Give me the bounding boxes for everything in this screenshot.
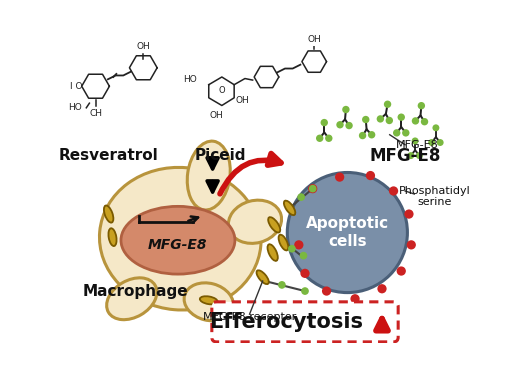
Circle shape [359, 132, 366, 139]
Circle shape [278, 281, 286, 289]
Circle shape [342, 106, 349, 113]
Text: I O: I O [70, 82, 83, 91]
Text: MFG-E8 receptor: MFG-E8 receptor [203, 312, 296, 322]
Circle shape [316, 135, 323, 142]
Circle shape [418, 102, 425, 109]
Circle shape [412, 117, 419, 125]
Circle shape [288, 245, 296, 253]
Text: OH: OH [236, 96, 250, 105]
Text: OH: OH [136, 42, 150, 51]
Ellipse shape [284, 201, 295, 215]
Ellipse shape [200, 296, 218, 305]
Circle shape [322, 286, 331, 296]
Circle shape [320, 119, 328, 126]
Ellipse shape [256, 270, 269, 284]
Text: Apoptotic
cells: Apoptotic cells [306, 216, 389, 249]
Text: Piceid: Piceid [194, 148, 246, 163]
Circle shape [389, 186, 398, 196]
Text: HO: HO [68, 103, 82, 112]
Circle shape [297, 193, 305, 201]
Circle shape [407, 240, 416, 249]
Circle shape [398, 114, 405, 121]
Ellipse shape [99, 167, 261, 310]
Circle shape [300, 252, 307, 259]
Circle shape [368, 131, 375, 139]
Text: Efferocytosis: Efferocytosis [209, 312, 363, 332]
Circle shape [407, 152, 414, 159]
Circle shape [405, 209, 413, 219]
Ellipse shape [184, 283, 233, 321]
Circle shape [301, 287, 309, 295]
Circle shape [421, 118, 428, 126]
Ellipse shape [267, 244, 278, 261]
Circle shape [336, 121, 344, 129]
Circle shape [325, 135, 332, 142]
Circle shape [366, 171, 375, 180]
Circle shape [393, 129, 400, 137]
Circle shape [402, 129, 409, 137]
Circle shape [350, 294, 360, 303]
Text: Phosphatidyl
serine: Phosphatidyl serine [398, 186, 470, 207]
Text: OH: OH [307, 35, 321, 44]
Text: MFG-E8: MFG-E8 [369, 147, 441, 164]
Text: O: O [218, 85, 225, 95]
FancyBboxPatch shape [212, 302, 398, 342]
Circle shape [384, 100, 391, 108]
Circle shape [335, 172, 344, 182]
Text: OH: OH [210, 111, 223, 120]
Ellipse shape [121, 206, 235, 274]
Text: Resveratrol: Resveratrol [59, 148, 159, 163]
Circle shape [378, 284, 387, 293]
Circle shape [301, 269, 309, 278]
Text: MFG-E8: MFG-E8 [396, 140, 438, 150]
Circle shape [376, 115, 384, 122]
Circle shape [309, 185, 317, 192]
Circle shape [433, 124, 439, 131]
Circle shape [345, 122, 353, 129]
Ellipse shape [268, 217, 280, 233]
Circle shape [437, 139, 444, 146]
Circle shape [416, 152, 423, 159]
Text: MFG-E8: MFG-E8 [148, 238, 207, 252]
Text: Macrophage: Macrophage [83, 284, 188, 298]
Circle shape [397, 266, 406, 276]
Text: HO: HO [184, 75, 197, 84]
Ellipse shape [279, 235, 288, 250]
Circle shape [362, 116, 369, 123]
Circle shape [294, 240, 304, 249]
Text: CH: CH [89, 109, 102, 118]
Ellipse shape [228, 200, 281, 243]
Circle shape [308, 184, 317, 193]
Circle shape [287, 172, 407, 293]
Ellipse shape [104, 206, 113, 223]
Circle shape [412, 137, 419, 144]
Circle shape [386, 117, 393, 124]
Ellipse shape [109, 228, 116, 246]
Ellipse shape [187, 141, 230, 210]
Circle shape [428, 139, 435, 146]
Ellipse shape [107, 278, 157, 320]
